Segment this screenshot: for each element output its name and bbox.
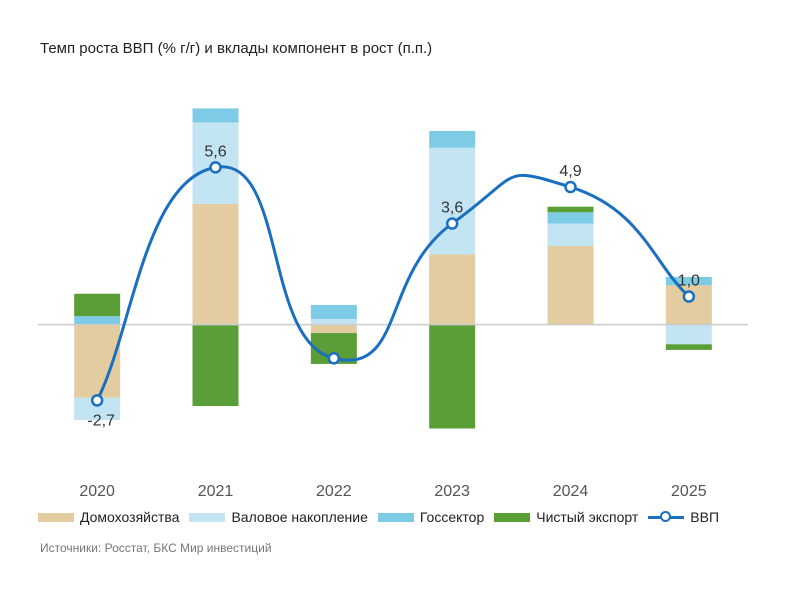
x-tick-2021: 2021 xyxy=(198,483,234,500)
x-tick-2025: 2025 xyxy=(671,483,707,500)
legend-swatch-gdp xyxy=(648,511,685,523)
legend-label-net-export: Чистый экспорт xyxy=(536,509,639,525)
chart-title: Темп роста ВВП (% г/г) и вклады компонен… xyxy=(40,40,433,57)
bars xyxy=(74,108,712,429)
legend: Домохозяйства Валовое накопление Госсект… xyxy=(38,509,729,525)
gdp-label-2022: -1,2 xyxy=(324,370,352,387)
x-tick-2023: 2023 xyxy=(434,483,470,500)
legend-label-households: Домохозяйства xyxy=(80,509,180,525)
gdp-label-2025: 1,0 xyxy=(678,273,700,290)
x-tick-labels: 2020 2021 2022 2023 2024 2025 xyxy=(79,483,706,500)
bar-2024-series-3 xyxy=(547,206,594,213)
bar-2025-series-3 xyxy=(665,344,712,350)
bar-2021-series-3 xyxy=(192,324,239,407)
gdp-point-2023 xyxy=(445,217,459,230)
legend-item-government: Госсектор xyxy=(377,509,485,525)
gdp-point-2022 xyxy=(327,352,341,365)
source-note: Источники: Росстат, БКС Мир инвестиций xyxy=(40,541,272,555)
bar-2025-series-2 xyxy=(665,276,712,286)
legend-label-government: Госсектор xyxy=(419,509,485,525)
legend-swatch-households xyxy=(38,512,74,522)
x-tick-2024: 2024 xyxy=(553,483,589,500)
bar-2022-series-1 xyxy=(310,319,357,325)
legend-label-gdp: ВВП xyxy=(690,509,720,525)
bar-2023-series-0 xyxy=(429,254,476,325)
bar-2020-series-1 xyxy=(74,397,121,421)
legend-swatch-government xyxy=(377,512,414,522)
gdp-point-2021 xyxy=(209,161,222,174)
bar-2022-series-2 xyxy=(310,304,357,319)
bar-2024-series-2 xyxy=(547,212,594,224)
bar-2023-series-3 xyxy=(429,324,476,429)
bar-2023-series-2 xyxy=(429,130,476,148)
gdp-label-2023: 3,6 xyxy=(441,200,463,217)
bar-2022-series-0 xyxy=(310,324,357,334)
bar-2021-series-2 xyxy=(192,108,239,123)
legend-label-gross-accumulation: Валовое накопление xyxy=(231,509,368,525)
bar-2020-series-3 xyxy=(74,293,121,317)
gdp-label-2024: 4,9 xyxy=(559,163,581,180)
legend-item-households: Домохозяйства xyxy=(38,509,179,525)
points: -2,7 5,6 -1,2 3,6 4,9 1,0 xyxy=(87,143,700,429)
legend-swatch-net-export xyxy=(494,512,531,522)
x-tick-2020: 2020 xyxy=(79,483,115,500)
legend-swatch-gross-accumulation xyxy=(189,512,226,522)
legend-item-net-export: Чистый экспорт xyxy=(494,509,638,525)
gdp-label-2020: -2,7 xyxy=(87,412,115,429)
gdp-line xyxy=(95,165,690,402)
legend-item-gross-accumulation: Валовое накопление xyxy=(189,509,368,525)
bar-2020-series-2 xyxy=(74,316,121,325)
gdp-point-2020 xyxy=(90,394,104,407)
gdp-point-2025 xyxy=(682,290,696,303)
bar-2024-series-0 xyxy=(547,246,594,325)
bar-2024-series-1 xyxy=(547,223,594,246)
bar-2021-series-0 xyxy=(192,203,239,325)
gdp-label-2021: 5,6 xyxy=(204,143,226,160)
bar-2025-series-1 xyxy=(665,324,712,345)
legend-item-gdp: ВВП xyxy=(648,509,719,525)
x-tick-2022: 2022 xyxy=(316,483,352,500)
gdp-point-2024 xyxy=(564,180,577,194)
